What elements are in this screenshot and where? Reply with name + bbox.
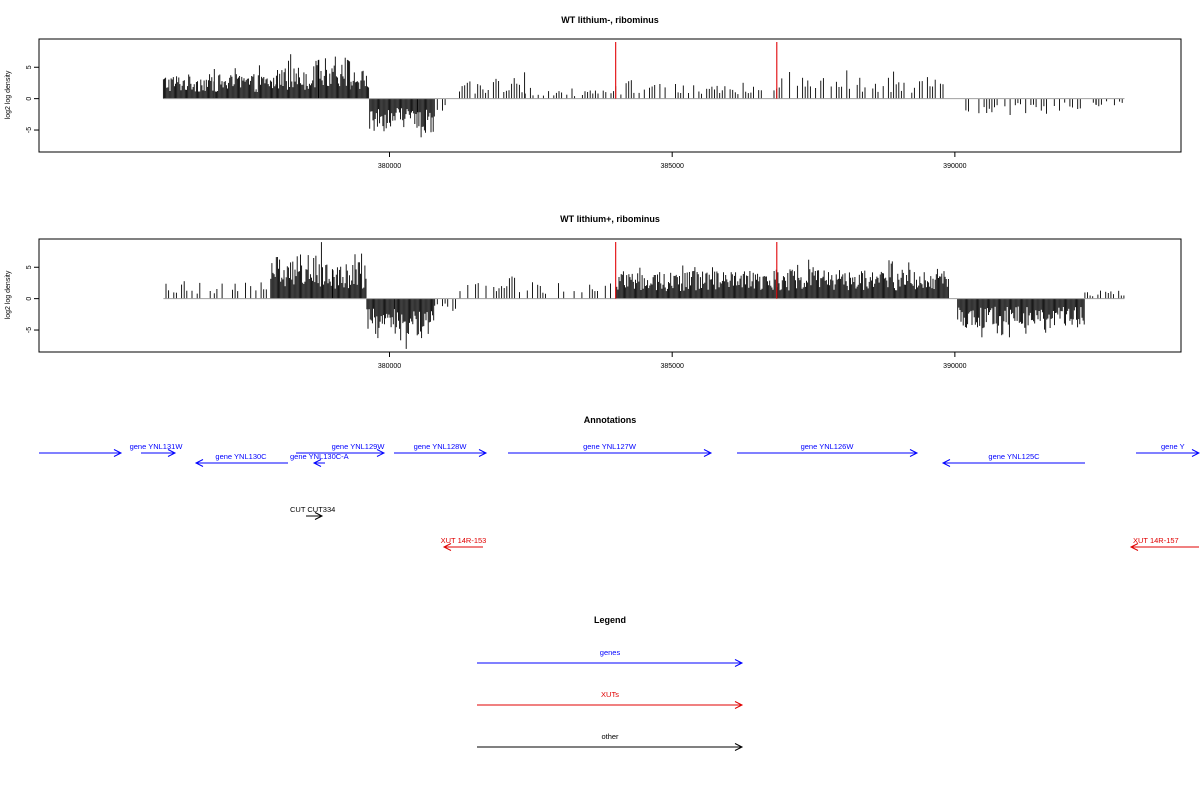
feature-other: CUT CUT334	[290, 505, 335, 520]
feature-label: gene YNL126W	[801, 442, 855, 451]
legend-label: other	[601, 732, 619, 741]
x-axis: 380000 385000 390000	[378, 152, 967, 170]
plot-frame	[38, 38, 1182, 153]
marker-lines	[615, 42, 778, 99]
y-tick-label: -5	[26, 327, 33, 333]
feature-gene: gene YNL128W	[394, 442, 488, 457]
panel-title: WT lithium-, ribominus	[561, 15, 659, 25]
feature-gene	[141, 449, 177, 457]
x-tick-label: 390000	[943, 363, 966, 370]
annotations-track: Annotations gene YNL131W gene YNL130C gene…	[39, 415, 1200, 551]
feature-arrow-head	[941, 459, 951, 467]
legend-label: genes	[600, 648, 621, 657]
legend-item-gene: genes	[477, 648, 744, 667]
feature-arrow-head	[734, 659, 744, 667]
feature-gene: gene YNL130C	[194, 452, 288, 467]
feature-arrow-head	[376, 449, 386, 457]
feature-arrow-head	[734, 743, 744, 751]
feature-arrow-head	[312, 459, 322, 467]
legend-label: XUTs	[601, 690, 619, 699]
x-axis: 380000 385000 390000	[378, 352, 967, 370]
feature-label: gene YNL128W	[414, 442, 468, 451]
x-tick-label: 390000	[943, 163, 966, 170]
feature-arrow-head	[909, 449, 919, 457]
y-tick-label: 0	[26, 97, 33, 101]
feature-arrow-head	[734, 701, 744, 709]
x-tick-label: 380000	[378, 163, 401, 170]
feature-label: gene YNL127W	[583, 442, 637, 451]
x-tick-label: 385000	[661, 163, 684, 170]
x-tick-label: 385000	[661, 363, 684, 370]
y-axis: -5 0 5	[26, 65, 39, 133]
feature-gene: gene YNL127W	[508, 442, 713, 457]
feature-arrow-head	[478, 449, 488, 457]
feature-gene: gene YNL129W	[296, 442, 385, 457]
feature-label: gene Y	[1161, 442, 1185, 451]
feature-arrow-head	[314, 512, 324, 520]
y-tick-label: 5	[26, 265, 33, 269]
feature-label: gene YNL130C	[215, 452, 267, 461]
feature-label: gene YNL125C	[988, 452, 1040, 461]
feature-gene: gene YNL130C-A	[290, 452, 349, 467]
feature-gene: gene YNL131W	[39, 442, 183, 457]
feature-arrow-head	[113, 449, 123, 457]
feature-gene: gene YNL125C	[941, 452, 1085, 467]
feature-gene: gene YNL126W	[737, 442, 919, 457]
density-bars	[162, 54, 1123, 138]
legend-items: genes XUTs other	[477, 648, 744, 751]
x-tick-label: 380000	[378, 363, 401, 370]
legend: Legend genes XUTs other	[477, 615, 744, 751]
feature-arrow-head	[194, 459, 204, 467]
y-axis: -5 0 5	[26, 265, 39, 333]
legend-title: Legend	[594, 615, 626, 625]
density-bars	[165, 242, 1125, 349]
marker-lines	[615, 242, 778, 299]
legend-item-other: other	[477, 732, 744, 751]
y-tick-label: 0	[26, 297, 33, 301]
panel-title: WT lithium+, ribominus	[560, 214, 660, 224]
feature-label: gene YNL130C-A	[290, 452, 349, 461]
feature-arrow-head	[167, 449, 177, 457]
y-tick-label: -5	[26, 127, 33, 133]
annotations-title: Annotations	[584, 415, 637, 425]
feature-label: CUT CUT334	[290, 505, 335, 514]
density-panel-lithium-minus: WT lithium-, ribominus -5 0 5 380000 385000…	[5, 15, 1182, 170]
feature-label: gene YNL129W	[332, 442, 386, 451]
feature-arrow-head	[1129, 543, 1139, 551]
feature-arrow-head	[703, 449, 713, 457]
feature-xut: XUT 14R-157	[1129, 536, 1199, 551]
feature-label: XUT 14R-153	[441, 536, 487, 545]
y-axis-label: log2 log density	[5, 70, 12, 119]
feature-xut: XUT 14R-153	[441, 536, 487, 551]
feature-arrow-head	[442, 543, 452, 551]
feature-label: gene YNL131W	[130, 442, 184, 451]
y-tick-label: 5	[26, 65, 33, 69]
y-axis-label: log2 log density	[5, 270, 12, 319]
feature-arrow-head	[1191, 449, 1200, 457]
feature-label: XUT 14R-157	[1133, 536, 1179, 545]
legend-item-xut: XUTs	[477, 690, 744, 709]
density-panel-lithium-plus: WT lithium+, ribominus -5 0 5 380000 385000…	[5, 214, 1182, 370]
plot-frame	[38, 238, 1182, 353]
feature-gene: gene Y	[1136, 442, 1200, 457]
